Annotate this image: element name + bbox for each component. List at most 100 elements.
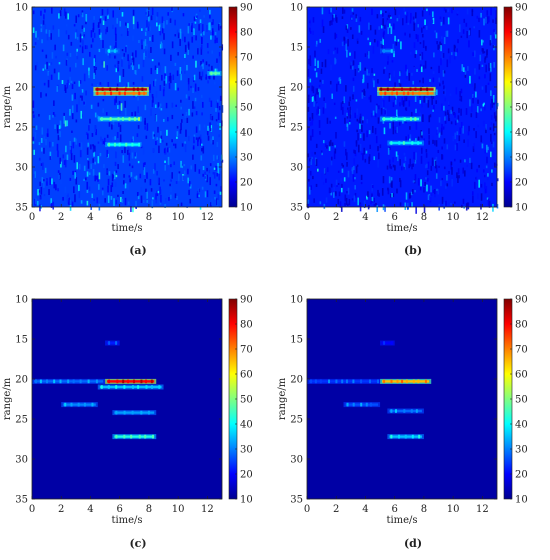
noise-speckle	[392, 193, 395, 198]
noise-speckle	[32, 51, 35, 60]
noise-speckle	[187, 135, 190, 142]
noise-speckle	[146, 200, 149, 203]
feature-streak	[379, 92, 434, 95]
feature-streak	[95, 88, 147, 91]
noise-speckle	[189, 22, 192, 27]
noise-speckle	[143, 41, 145, 50]
noise-speckle	[168, 197, 170, 201]
noise-speckle	[33, 153, 36, 157]
noise-speckle	[444, 116, 446, 121]
noise-speckle	[481, 143, 484, 149]
noise-speckle	[49, 151, 52, 160]
noise-speckle	[490, 90, 492, 97]
noise-speckle	[209, 14, 211, 19]
noise-speckle	[361, 92, 364, 99]
noise-speckle	[434, 35, 436, 43]
feature-speckle	[138, 117, 141, 121]
colorbar-tick-label: 90	[240, 3, 253, 14]
noise-speckle	[164, 160, 166, 163]
noise-speckle	[391, 60, 394, 63]
feature-speckle	[412, 379, 415, 384]
noise-speckle	[214, 68, 217, 73]
noise-speckle	[462, 198, 465, 204]
feature-speckle	[143, 91, 146, 96]
feature-speckle	[140, 379, 143, 384]
feature-speckle	[365, 402, 368, 407]
noise-speckle	[216, 172, 219, 177]
noise-speckle	[199, 138, 202, 146]
noise-speckle	[415, 206, 417, 214]
noise-speckle	[414, 159, 417, 164]
noise-speckle	[333, 151, 336, 160]
noise-speckle	[490, 103, 492, 111]
feature-streak	[107, 49, 118, 53]
noise-speckle	[482, 169, 485, 173]
noise-speckle	[202, 59, 204, 63]
noise-speckle	[418, 68, 421, 72]
noise-speckle	[460, 108, 462, 116]
noise-speckle	[210, 114, 213, 120]
noise-speckle	[471, 191, 474, 196]
x-tick-label: 12	[201, 212, 214, 223]
noise-speckle	[319, 201, 322, 205]
feature-speckle	[368, 379, 371, 384]
noise-speckle	[308, 178, 310, 182]
feature-speckle	[123, 91, 126, 96]
noise-speckle	[90, 163, 92, 170]
colorbar-tick-label: 40	[515, 420, 528, 431]
noise-speckle	[192, 87, 194, 94]
noise-speckle	[37, 37, 39, 40]
noise-speckle	[488, 62, 490, 71]
noise-speckle	[392, 120, 395, 129]
noise-speckle	[362, 74, 365, 83]
noise-speckle	[132, 136, 135, 142]
noise-speckle	[469, 75, 471, 84]
feature-speckle	[46, 379, 49, 384]
noise-speckle	[187, 47, 190, 55]
noise-speckle	[352, 12, 355, 15]
noise-speckle	[110, 185, 113, 193]
feature-speckle	[124, 87, 127, 92]
noise-speckle	[33, 114, 35, 118]
noise-speckle	[209, 177, 212, 186]
noise-speckle	[422, 65, 425, 70]
noise-speckle	[309, 60, 312, 67]
noise-speckle	[359, 16, 362, 22]
noise-speckle	[439, 83, 441, 87]
noise-speckle	[476, 193, 479, 200]
noise-speckle	[128, 59, 130, 68]
noise-speckle	[151, 200, 154, 209]
noise-speckle	[97, 175, 99, 182]
noise-speckle	[59, 10, 62, 17]
noise-speckle	[87, 133, 89, 140]
noise-speckle	[217, 162, 219, 166]
noise-speckle	[336, 184, 338, 187]
feature-speckle	[87, 379, 90, 384]
noise-speckle	[396, 155, 399, 162]
noise-speckle	[369, 42, 372, 46]
noise-speckle	[83, 34, 86, 38]
colorbar-tick-label: 40	[240, 420, 253, 431]
noise-speckle	[167, 12, 170, 16]
noise-speckle	[476, 106, 479, 113]
noise-speckle	[171, 114, 174, 120]
noise-speckle	[459, 98, 461, 101]
noise-speckle	[487, 173, 489, 177]
feature-speckle	[419, 87, 422, 92]
feature-speckle	[96, 91, 99, 96]
noise-speckle	[42, 20, 45, 25]
noise-speckle	[494, 155, 497, 159]
noise-speckle	[342, 106, 344, 115]
feature-speckle	[138, 434, 141, 439]
noise-speckle	[414, 174, 417, 180]
noise-speckle	[467, 66, 469, 72]
noise-speckle	[137, 195, 140, 200]
noise-speckle	[371, 185, 374, 189]
colorbar-tick-label: 60	[515, 370, 528, 381]
noise-speckle	[420, 147, 423, 154]
noise-speckle	[45, 93, 47, 97]
noise-speckle	[474, 83, 476, 89]
noise-speckle	[411, 189, 414, 194]
feature-speckle	[132, 87, 135, 92]
noise-speckle	[415, 152, 417, 160]
